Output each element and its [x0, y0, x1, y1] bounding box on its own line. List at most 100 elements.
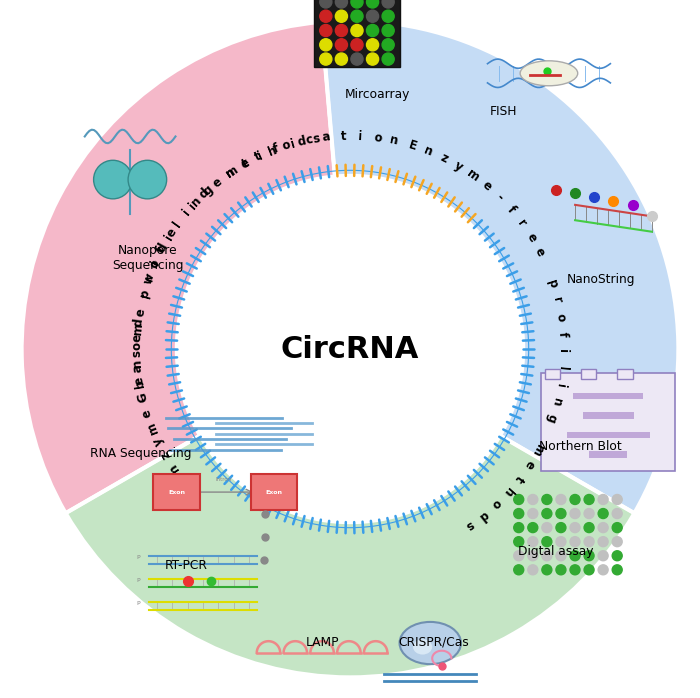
- Circle shape: [556, 509, 566, 519]
- Text: n: n: [224, 165, 238, 180]
- Text: Exon: Exon: [168, 489, 185, 495]
- Circle shape: [351, 0, 363, 8]
- Circle shape: [598, 551, 608, 560]
- Circle shape: [542, 523, 552, 533]
- Text: E: E: [175, 473, 190, 487]
- Text: -: -: [137, 291, 151, 299]
- Text: i: i: [181, 207, 193, 218]
- Circle shape: [612, 537, 622, 547]
- Text: y: y: [150, 435, 166, 447]
- Circle shape: [514, 551, 524, 560]
- Circle shape: [528, 523, 538, 533]
- Circle shape: [584, 551, 594, 560]
- Circle shape: [335, 10, 347, 22]
- Circle shape: [351, 24, 363, 36]
- Text: w: w: [141, 272, 157, 286]
- Circle shape: [367, 39, 379, 51]
- Text: m: m: [144, 419, 160, 436]
- Text: e: e: [139, 407, 155, 419]
- Circle shape: [367, 10, 379, 22]
- Text: f: f: [505, 204, 518, 216]
- Circle shape: [556, 551, 566, 560]
- Circle shape: [351, 39, 363, 51]
- Ellipse shape: [94, 161, 132, 199]
- Circle shape: [598, 537, 608, 547]
- Circle shape: [570, 523, 580, 533]
- Circle shape: [335, 53, 347, 65]
- Text: m: m: [465, 167, 482, 184]
- Wedge shape: [321, 21, 678, 513]
- Text: CircRNA: CircRNA: [281, 334, 419, 364]
- Text: e: e: [532, 246, 547, 259]
- Circle shape: [320, 39, 332, 51]
- Text: b: b: [133, 378, 147, 389]
- Text: P: P: [136, 602, 139, 607]
- Circle shape: [584, 565, 594, 575]
- Circle shape: [351, 53, 363, 65]
- Text: l: l: [555, 366, 568, 371]
- FancyBboxPatch shape: [153, 474, 200, 510]
- Ellipse shape: [400, 622, 461, 664]
- Circle shape: [514, 565, 524, 575]
- Text: l: l: [171, 219, 184, 230]
- Text: c: c: [304, 133, 314, 147]
- Text: o: o: [554, 312, 568, 322]
- Circle shape: [542, 565, 552, 575]
- Text: m: m: [131, 322, 145, 336]
- Circle shape: [514, 537, 524, 547]
- Circle shape: [584, 523, 594, 533]
- Circle shape: [542, 494, 552, 505]
- Ellipse shape: [128, 161, 167, 199]
- FancyBboxPatch shape: [545, 369, 560, 379]
- Circle shape: [514, 523, 524, 533]
- Text: i: i: [358, 130, 363, 143]
- Circle shape: [382, 24, 394, 36]
- Text: i: i: [553, 383, 566, 388]
- Circle shape: [382, 39, 394, 51]
- FancyBboxPatch shape: [581, 369, 596, 379]
- Wedge shape: [66, 349, 634, 677]
- Text: P: P: [136, 556, 139, 560]
- Text: i: i: [289, 137, 296, 151]
- Text: Digtal assay: Digtal assay: [518, 545, 594, 558]
- Text: i: i: [256, 149, 265, 163]
- Circle shape: [556, 494, 566, 505]
- Text: r: r: [550, 296, 564, 305]
- Text: s: s: [131, 350, 144, 357]
- Circle shape: [556, 537, 566, 547]
- Circle shape: [570, 565, 580, 575]
- Text: m: m: [223, 163, 241, 181]
- Text: a: a: [131, 364, 145, 373]
- Text: a: a: [321, 131, 331, 144]
- Ellipse shape: [520, 61, 578, 86]
- Circle shape: [570, 509, 580, 519]
- Circle shape: [320, 53, 332, 65]
- Circle shape: [570, 537, 580, 547]
- Text: h: h: [266, 143, 279, 158]
- Text: e: e: [210, 175, 225, 190]
- Circle shape: [351, 10, 363, 22]
- Text: e: e: [132, 376, 146, 385]
- Text: n: n: [389, 133, 400, 148]
- Circle shape: [584, 537, 594, 547]
- Text: -: -: [494, 191, 506, 204]
- Circle shape: [598, 494, 608, 505]
- Text: t: t: [253, 150, 264, 164]
- FancyBboxPatch shape: [583, 413, 634, 419]
- Text: f: f: [155, 245, 168, 255]
- Text: o: o: [147, 258, 162, 270]
- Text: r: r: [142, 274, 156, 283]
- Text: e: e: [164, 226, 179, 240]
- Text: e: e: [133, 307, 148, 317]
- Text: e: e: [131, 334, 144, 342]
- Circle shape: [542, 509, 552, 519]
- Text: y: y: [452, 158, 466, 174]
- Text: i: i: [186, 200, 198, 212]
- Circle shape: [612, 565, 622, 575]
- Text: d: d: [197, 186, 212, 202]
- Circle shape: [570, 494, 580, 505]
- Text: z: z: [438, 151, 450, 165]
- FancyBboxPatch shape: [589, 452, 627, 458]
- Text: f: f: [272, 142, 281, 156]
- Text: m: m: [529, 441, 546, 458]
